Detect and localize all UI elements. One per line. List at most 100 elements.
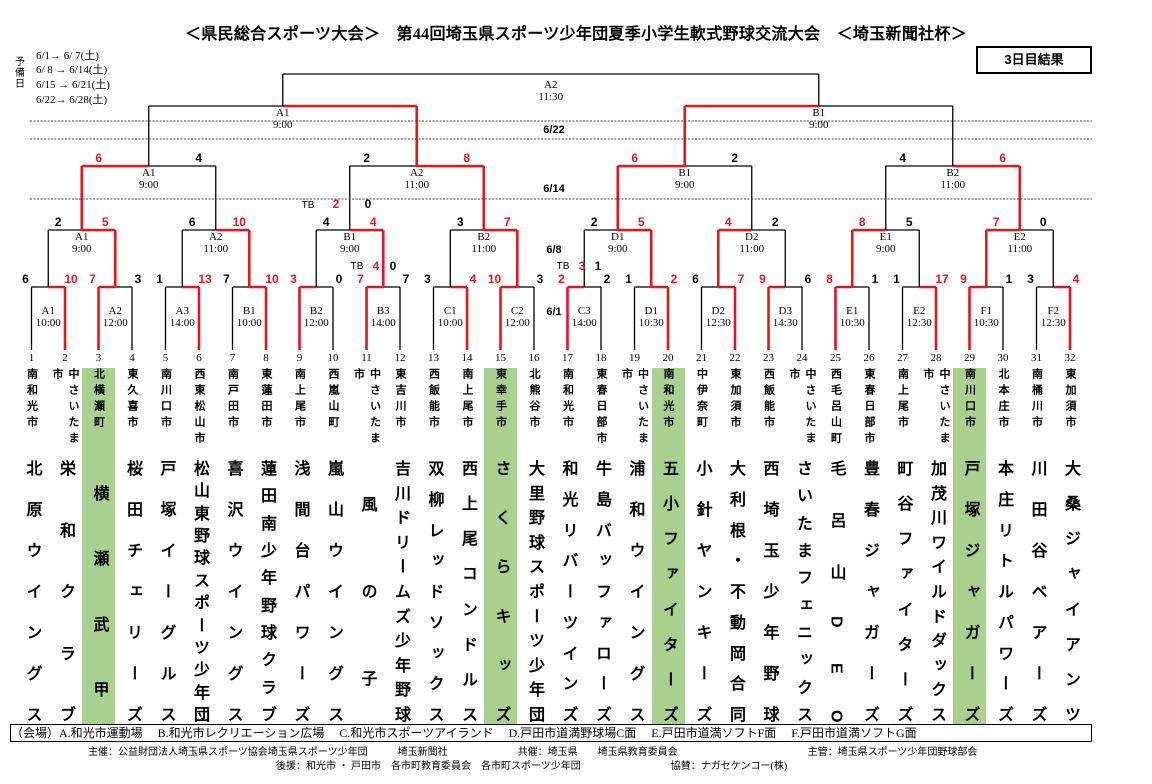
team-city: 北横瀬町 xyxy=(92,368,105,432)
match-label: A1 xyxy=(276,107,289,119)
match-label: E1 xyxy=(880,231,892,243)
score-label: 4 xyxy=(195,151,202,165)
score-label: 6 xyxy=(95,151,102,165)
team-column: 西嵐山町嵐山ウイングス xyxy=(317,368,350,724)
team-number: 10 xyxy=(328,352,340,364)
score-label: 2 xyxy=(333,197,340,211)
match-time: 12:00 xyxy=(103,317,129,329)
score-label: 9 xyxy=(960,272,967,286)
team-city: 北熊谷市 xyxy=(528,368,540,432)
team-column: 中さいたま市栄和クラブ xyxy=(49,368,82,724)
score-label: 5 xyxy=(906,215,913,229)
team-name: 町谷ファイターズ xyxy=(894,460,912,722)
match-label: E2 xyxy=(1014,231,1026,243)
team-name: 西埼玉少年野球 xyxy=(760,460,778,722)
team-column: 北熊谷市大里野球スポーツ少年団 xyxy=(518,368,551,724)
team-name: 戸塚イーグルス xyxy=(157,460,175,722)
match-label: B1 xyxy=(243,305,256,317)
team-city: 南上尾市 xyxy=(461,368,473,432)
match-time: 11:00 xyxy=(471,243,496,255)
team-column: 南上尾市浅間台パワーズ xyxy=(283,368,316,724)
score-label: 10 xyxy=(64,272,78,286)
team-name: 牛島バッファローズ xyxy=(593,460,610,722)
team-city: 西毛呂山町 xyxy=(829,368,842,448)
schedule-line: 6/15 → 6/21(土) xyxy=(36,79,110,91)
match-time: 12:00 xyxy=(505,317,531,329)
score-label: 1 xyxy=(625,272,632,286)
team-name: 大桑ジャイアンツ xyxy=(1062,460,1079,722)
team-name: 本庄リトルパワーズ xyxy=(995,460,1012,722)
team-city: 中さいたま市 xyxy=(620,368,649,448)
match-time: 9:00 xyxy=(876,243,896,255)
match-time: 14:00 xyxy=(371,317,397,329)
tiebreak-label: TB xyxy=(302,200,315,211)
team-city: 東春日部市 xyxy=(595,368,607,448)
team-number: 30 xyxy=(998,352,1010,364)
team-number: 19 xyxy=(629,352,641,364)
team-column: 南戸田市喜沢ウイングス xyxy=(216,368,249,724)
score-label: 7 xyxy=(89,272,96,286)
team-city: 東加須市 xyxy=(1064,368,1076,432)
score-label: 6 xyxy=(631,151,638,165)
match-label: B1 xyxy=(343,231,356,243)
match-time: 9:00 xyxy=(608,243,628,255)
team-column: 南和光市和光リバーツインズ xyxy=(551,368,584,724)
team-number: 15 xyxy=(495,352,507,364)
team-column: 東春日部市豊春ジャガーズ xyxy=(853,368,886,724)
score-label: 0 xyxy=(1040,215,1047,229)
score-label: 2 xyxy=(772,215,779,229)
team-column: 東蓮田市蓮田南少年野球クラブ xyxy=(250,368,283,724)
team-column: 南川口市戸塚イーグルス xyxy=(149,368,182,724)
team-column: 東久喜市桜田チェリーズ xyxy=(116,368,149,724)
match-label: A1 xyxy=(75,231,88,243)
score-label: 4 xyxy=(725,215,732,229)
team-column: 南和光市北原ウイングス xyxy=(15,368,48,724)
match-label: B2 xyxy=(477,231,490,243)
team-name: 豊春ジャガーズ xyxy=(861,460,878,722)
score-label: 3 xyxy=(537,272,544,286)
score-label: 0 xyxy=(390,259,397,273)
sponsor-line: 後援：和光市 ・ 戸田市 各市町教育委員会 各市町スポーツ少年団 協賛：ナガセケ… xyxy=(276,761,788,772)
match-label: A2 xyxy=(109,305,122,317)
schedule-line: 6/22→ 6/28(土) xyxy=(36,94,108,106)
team-number: 11 xyxy=(361,352,372,364)
match-label: A3 xyxy=(176,305,190,317)
score-label: 3 xyxy=(457,215,464,229)
score-label: 2 xyxy=(55,215,62,229)
match-time: 9:00 xyxy=(72,243,92,255)
team-name: 西上尾コンドルス xyxy=(459,460,476,722)
score-label: 0 xyxy=(365,197,372,211)
team-city: 南和光市 xyxy=(25,368,38,432)
team-number: 22 xyxy=(730,352,741,364)
team-name: 五小ファイターズ xyxy=(660,460,677,722)
team-city: 南上尾市 xyxy=(293,368,306,432)
match-time: 11:00 xyxy=(739,243,764,255)
team-name: 喜沢ウイングス xyxy=(224,460,242,722)
team-column: 南桶川市川田谷ベアーズ xyxy=(1020,368,1053,724)
team-number: 17 xyxy=(562,352,574,364)
score-label: 2 xyxy=(558,272,565,286)
score-label: 2 xyxy=(363,151,370,165)
organizer-line: 主催：公益財団法人埼玉県スポーツ協会埼玉県スポーツ少年団 埼玉新聞社 共催：埼玉… xyxy=(88,747,978,758)
score-label: 3 xyxy=(579,259,586,273)
match-time: 14:30 xyxy=(773,317,799,329)
team-number: 5 xyxy=(163,352,169,364)
team-number: 14 xyxy=(462,352,474,364)
score-label: 8 xyxy=(859,215,866,229)
team-city: 中さいたま市 xyxy=(788,368,816,448)
team-city: 南川口市 xyxy=(963,368,976,432)
score-label: 8 xyxy=(463,151,470,165)
match-time: 10:00 xyxy=(237,317,263,329)
round-date: 6/1 xyxy=(546,306,561,318)
team-column: 西飯能市西埼玉少年野球 xyxy=(752,368,785,724)
team-column: 南和光市五小ファイターズ xyxy=(651,368,685,724)
team-number: 4 xyxy=(129,352,135,364)
score-label: 3 xyxy=(290,272,297,286)
team-column: 中伊奈町小針ヤンキーズ xyxy=(685,368,718,724)
score-label: 2 xyxy=(591,215,598,229)
score-label: 7 xyxy=(403,272,410,286)
match-label: B2 xyxy=(310,305,323,317)
match-label: B1 xyxy=(812,107,825,119)
team-name: 戸塚ジャガーズ xyxy=(961,460,979,722)
score-label: 6 xyxy=(999,151,1006,165)
